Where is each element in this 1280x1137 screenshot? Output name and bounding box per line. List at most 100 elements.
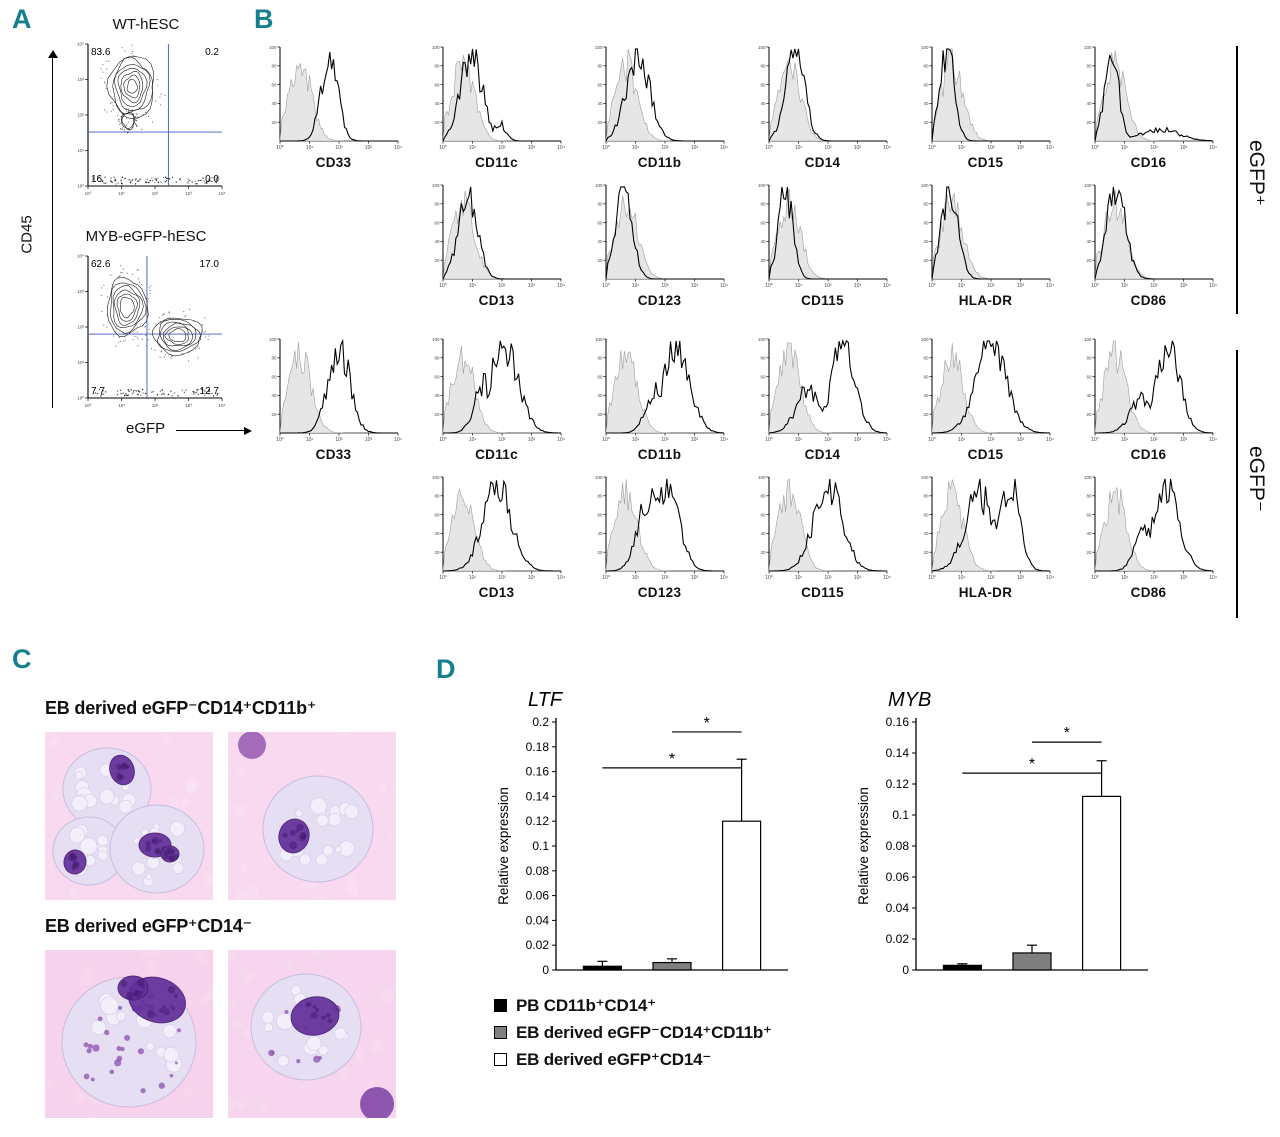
svg-text:10³: 10³ xyxy=(1179,437,1187,443)
svg-text:10⁰: 10⁰ xyxy=(439,283,447,289)
svg-text:10¹: 10¹ xyxy=(1120,283,1128,289)
flow-histogram: 10⁰ 10¹ 10² 10³ 10⁴ 20 40 60 80 100 xyxy=(1083,337,1216,443)
histogram-hla-dr-egfp-neg: 10⁰ 10¹ 10² 10³ 10⁴ 20 40 60 80 100 HLA-DR xyxy=(904,472,1067,600)
histogram-cd16-egfp-pos: 10⁰ 10¹ 10² 10³ 10⁴ 20 40 60 80 100 CD16 xyxy=(1067,42,1230,170)
svg-text:60: 60 xyxy=(923,512,929,517)
svg-text:60: 60 xyxy=(760,374,766,379)
svg-text:10²: 10² xyxy=(661,575,669,581)
svg-text:0.14: 0.14 xyxy=(526,789,550,803)
myb-bar-chart: MYB Relative expression 0 0.02 0.04 0.06 0.08 0… xyxy=(856,689,1148,977)
histogram-cd123-egfp-pos: 10⁰ 10¹ 10² 10³ 10⁴ 20 40 60 80 100 CD123 xyxy=(578,180,741,308)
histogram-cd115-egfp-neg: 10⁰ 10¹ 10² 10³ 10⁴ 20 40 60 80 100 CD115 xyxy=(741,472,904,600)
svg-text:80: 80 xyxy=(434,202,440,207)
svg-text:0.12: 0.12 xyxy=(886,777,910,791)
svg-text:10³: 10³ xyxy=(1016,145,1024,151)
marker-label: CD14 xyxy=(804,155,841,170)
histogram-cd14-egfp-neg: 10⁰ 10¹ 10² 10³ 10⁴ 20 40 60 80 100 CD14 xyxy=(741,334,904,462)
flow-histogram: 10⁰ 10¹ 10² 10³ 10⁴ 20 40 60 80 100 xyxy=(431,183,564,289)
svg-text:10⁴: 10⁴ xyxy=(77,254,84,259)
svg-text:100: 100 xyxy=(431,337,439,342)
svg-text:20: 20 xyxy=(597,412,603,417)
svg-text:10⁴: 10⁴ xyxy=(1209,283,1217,289)
svg-text:20: 20 xyxy=(923,120,929,125)
svg-text:10³: 10³ xyxy=(690,283,698,289)
svg-text:100: 100 xyxy=(1083,475,1091,480)
svg-text:100: 100 xyxy=(920,337,928,342)
svg-text:100: 100 xyxy=(920,183,928,188)
svg-text:100: 100 xyxy=(594,183,602,188)
svg-text:10¹: 10¹ xyxy=(631,145,639,151)
histogram-row: 10⁰ 10¹ 10² 10³ 10⁴ 20 40 60 80 100 CD13 10⁰ 10¹ 10² 1… xyxy=(252,472,1230,600)
marker-label: CD11c xyxy=(475,447,518,462)
svg-text:0.14: 0.14 xyxy=(886,746,910,760)
svg-text:12.7: 12.7 xyxy=(200,386,220,397)
histogram-cd13-egfp-pos: 10⁰ 10¹ 10² 10³ 10⁴ 20 40 60 80 100 CD13 xyxy=(415,180,578,308)
marker-label: CD11c xyxy=(475,155,518,170)
legend-swatch-gray xyxy=(494,1026,507,1039)
svg-text:10³: 10³ xyxy=(853,437,861,443)
svg-text:80: 80 xyxy=(271,64,277,69)
svg-text:10¹: 10¹ xyxy=(1120,437,1128,443)
svg-text:40: 40 xyxy=(760,531,766,536)
svg-text:Relative expression: Relative expression xyxy=(856,787,871,905)
marker-label: CD16 xyxy=(1130,447,1167,462)
svg-text:10¹: 10¹ xyxy=(1120,145,1128,151)
svg-text:60: 60 xyxy=(760,82,766,87)
svg-text:40: 40 xyxy=(1086,393,1092,398)
svg-text:10⁰: 10⁰ xyxy=(1091,283,1099,289)
svg-text:10³: 10³ xyxy=(77,289,84,294)
legend-swatch-black xyxy=(494,999,507,1012)
svg-text:20: 20 xyxy=(434,120,440,125)
svg-text:10³: 10³ xyxy=(1179,575,1187,581)
svg-text:10³: 10³ xyxy=(853,283,861,289)
svg-text:80: 80 xyxy=(923,494,929,499)
svg-text:10⁰: 10⁰ xyxy=(439,145,447,151)
egfp-neg-group-label: eGFP⁻ xyxy=(1245,446,1268,512)
flow-histogram: 10⁰ 10¹ 10² 10³ 10⁴ 20 40 60 80 100 xyxy=(268,337,401,443)
marker-label: CD11b xyxy=(637,155,682,170)
svg-text:20: 20 xyxy=(1086,120,1092,125)
svg-text:100: 100 xyxy=(268,337,276,342)
svg-text:LTF: LTF xyxy=(528,689,564,711)
svg-text:10³: 10³ xyxy=(1016,437,1024,443)
svg-text:10⁰: 10⁰ xyxy=(928,145,936,151)
svg-text:10²: 10² xyxy=(824,145,832,151)
svg-text:10⁰: 10⁰ xyxy=(439,437,447,443)
svg-text:10²: 10² xyxy=(77,113,84,118)
svg-text:0.12: 0.12 xyxy=(526,814,550,828)
svg-text:0.04: 0.04 xyxy=(886,901,910,915)
flow-histogram: 10⁰ 10¹ 10² 10³ 10⁴ 20 40 60 80 100 xyxy=(757,475,890,581)
svg-text:10²: 10² xyxy=(335,145,343,151)
svg-text:20: 20 xyxy=(271,120,277,125)
micrograph-1 xyxy=(45,732,213,900)
svg-text:10³: 10³ xyxy=(1179,283,1187,289)
svg-text:20: 20 xyxy=(271,412,277,417)
svg-text:10²: 10² xyxy=(987,437,995,443)
svg-text:10¹: 10¹ xyxy=(631,437,639,443)
panel-a-label: A xyxy=(12,4,32,34)
svg-text:10⁴: 10⁴ xyxy=(557,437,565,443)
svg-text:80: 80 xyxy=(760,494,766,499)
svg-text:60: 60 xyxy=(923,220,929,225)
svg-text:10⁴: 10⁴ xyxy=(77,42,84,47)
svg-text:100: 100 xyxy=(757,337,765,342)
svg-text:20: 20 xyxy=(760,258,766,263)
svg-text:10⁴: 10⁴ xyxy=(720,575,728,581)
histogram-hla-dr-egfp-pos: 10⁰ 10¹ 10² 10³ 10⁴ 20 40 60 80 100 HLA-DR xyxy=(904,180,1067,308)
svg-text:20: 20 xyxy=(760,550,766,555)
svg-text:100: 100 xyxy=(1083,183,1091,188)
svg-text:10⁴: 10⁴ xyxy=(219,191,226,196)
legend-label: PB CD11b⁺CD14⁺ xyxy=(516,995,656,1015)
svg-text:80: 80 xyxy=(1086,356,1092,361)
svg-text:Relative expression: Relative expression xyxy=(496,787,511,905)
svg-text:40: 40 xyxy=(597,239,603,244)
svg-text:80: 80 xyxy=(434,356,440,361)
cd45-axis-label: CD45 xyxy=(18,215,36,254)
egfp-neg-bracket xyxy=(1236,350,1238,618)
svg-text:80: 80 xyxy=(1086,202,1092,207)
flow-histogram: 10⁰ 10¹ 10² 10³ 10⁴ 20 40 60 80 100 xyxy=(920,45,1053,151)
marker-label: CD11b xyxy=(637,447,682,462)
flow-histogram: 10⁰ 10¹ 10² 10³ 10⁴ 20 40 60 80 100 xyxy=(594,475,728,581)
svg-text:10⁰: 10⁰ xyxy=(602,283,610,289)
